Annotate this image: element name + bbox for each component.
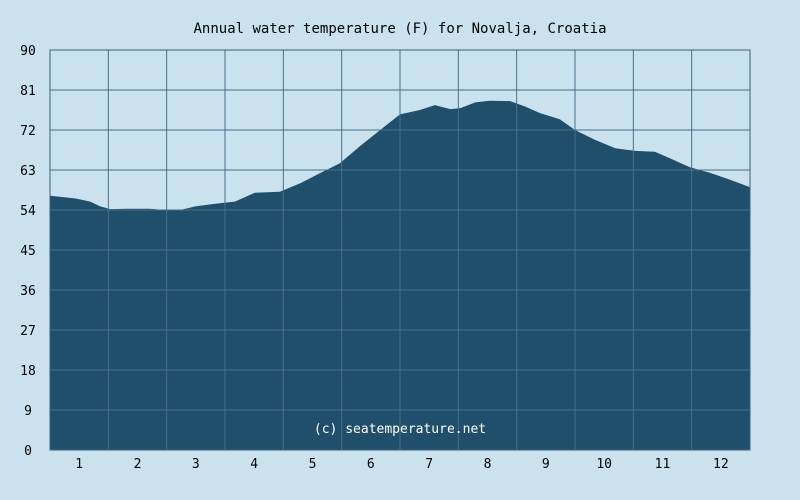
x-tick-label: 6 xyxy=(367,457,375,472)
y-tick-label: 63 xyxy=(20,164,36,179)
y-tick-label: 0 xyxy=(24,444,32,459)
y-tick-label: 81 xyxy=(20,84,36,99)
y-tick-label: 18 xyxy=(20,364,36,379)
x-tick-label: 10 xyxy=(596,457,612,472)
y-tick-label: 45 xyxy=(20,244,36,259)
x-tick-label: 2 xyxy=(134,457,142,472)
y-tick-label: 72 xyxy=(20,124,36,139)
copyright-annotation: (c) seatemperature.net xyxy=(314,422,486,437)
x-tick-label: 8 xyxy=(484,457,492,472)
x-tick-label: 11 xyxy=(655,457,671,472)
y-tick-label: 90 xyxy=(20,44,36,59)
chart-title: Annual water temperature (F) for Novalja… xyxy=(193,21,606,37)
y-tick-label: 54 xyxy=(20,204,36,219)
x-tick-label: 4 xyxy=(250,457,258,472)
x-tick-label: 7 xyxy=(425,457,433,472)
y-tick-label: 36 xyxy=(20,284,36,299)
x-tick-label: 5 xyxy=(309,457,317,472)
x-tick-label: 3 xyxy=(192,457,200,472)
plot-frame xyxy=(49,49,751,451)
x-tick-label: 1 xyxy=(75,457,83,472)
x-tick-label: 12 xyxy=(713,457,729,472)
y-tick-label: 27 xyxy=(20,324,36,339)
y-tick-label: 9 xyxy=(24,404,32,419)
x-tick-label: 9 xyxy=(542,457,550,472)
